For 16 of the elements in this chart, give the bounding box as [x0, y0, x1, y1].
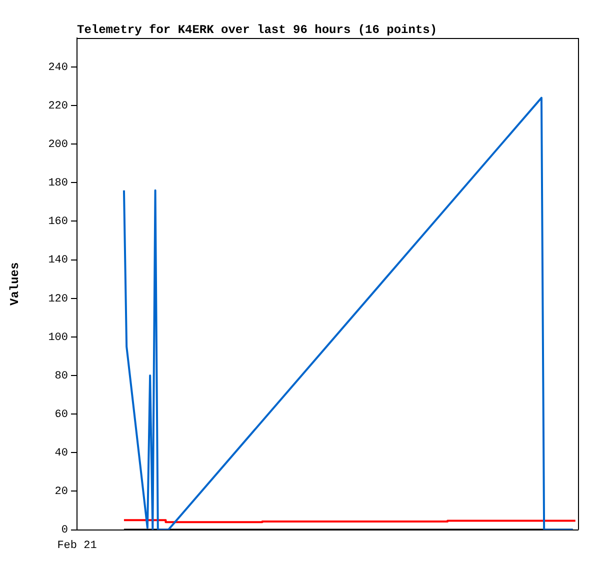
y-tick-label: 60 [54, 408, 68, 421]
y-tick-label: 160 [48, 216, 68, 228]
y-tick-label: 220 [48, 100, 68, 112]
y-tick-label: 40 [54, 448, 68, 460]
y-tick-label: 100 [48, 332, 68, 344]
y-tick-label: 0 [61, 524, 68, 537]
y-axis-title: Values [8, 262, 22, 306]
y-tick-label: 120 [48, 293, 68, 306]
y-tick-label: 200 [48, 138, 68, 151]
chart-title: Telemetry for K4ERK over last 96 hours (16 points) [77, 23, 438, 37]
y-tick-label: 180 [48, 178, 68, 190]
y-tick-label: 240 [48, 62, 68, 74]
text: Feb 21 [57, 540, 98, 552]
y-tick-label: 80 [54, 370, 68, 382]
y-tick-label: 140 [48, 254, 68, 267]
y-tick-label: 20 [54, 486, 68, 498]
